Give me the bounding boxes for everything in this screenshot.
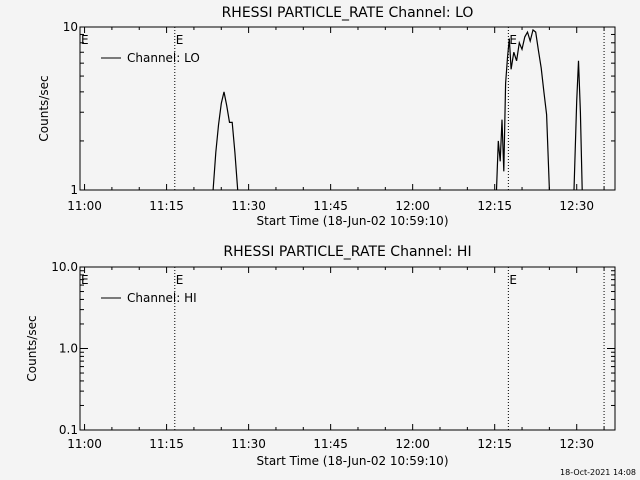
x-tick-label: 12:30 [559,437,594,451]
x-tick-label: 11:45 [313,437,348,451]
x-axis-label: Start Time (18-Jun-02 10:59:10) [257,214,449,228]
plot-frame [79,26,616,191]
x-tick-label: 11:30 [231,437,266,451]
event-marker-label: E [176,273,184,287]
chart-title: RHESSI PARTICLE_RATE Channel: LO [222,5,474,21]
left-edge-marker-label: E [81,273,89,287]
lo-channel-panel: RHESSI PARTICLE_RATE Channel: LO Start Ti… [37,5,616,228]
x-tick-label: 12:15 [477,199,512,213]
y-axis-label: Counts/sec [25,315,39,381]
y-tick-label: 10 [63,20,78,34]
x-tick-label: 11:00 [67,199,102,213]
x-tick-label: 11:15 [149,199,184,213]
x-tick-label: 11:00 [67,437,102,451]
y-tick-label: 1.0 [59,342,78,356]
x-axis-label: Start Time (18-Jun-02 10:59:10) [257,454,449,468]
x-tick-label: 11:15 [149,437,184,451]
x-tick-label: 11:30 [231,199,266,213]
y-tick-label: 10.0 [51,260,78,274]
chart-title: RHESSI PARTICLE_RATE Channel: HI [223,244,471,260]
y-axis-label: Counts/sec [37,75,51,141]
series-line [573,60,583,191]
y-tick-label: 0.1 [59,423,78,437]
left-edge-marker-label: E [81,33,89,47]
series-line [212,91,239,191]
y-tick-label: 1 [70,183,78,197]
x-tick-label: 11:45 [313,199,348,213]
footer-date: 18-Oct-2021 14:08 [560,468,636,477]
legend-label: Channel: HI [127,291,197,305]
event-marker-label: E [509,33,517,47]
hi-channel-panel: RHESSI PARTICLE_RATE Channel: HI Start Ti… [25,244,616,468]
x-tick-label: 12:00 [395,199,430,213]
legend-label: Channel: LO [127,51,200,65]
x-tick-label: 12:15 [477,437,512,451]
x-tick-label: 12:30 [559,199,594,213]
x-tick-label: 12:00 [395,437,430,451]
event-marker-label: E [176,33,184,47]
series-line [495,28,550,191]
event-marker-label: E [509,273,517,287]
